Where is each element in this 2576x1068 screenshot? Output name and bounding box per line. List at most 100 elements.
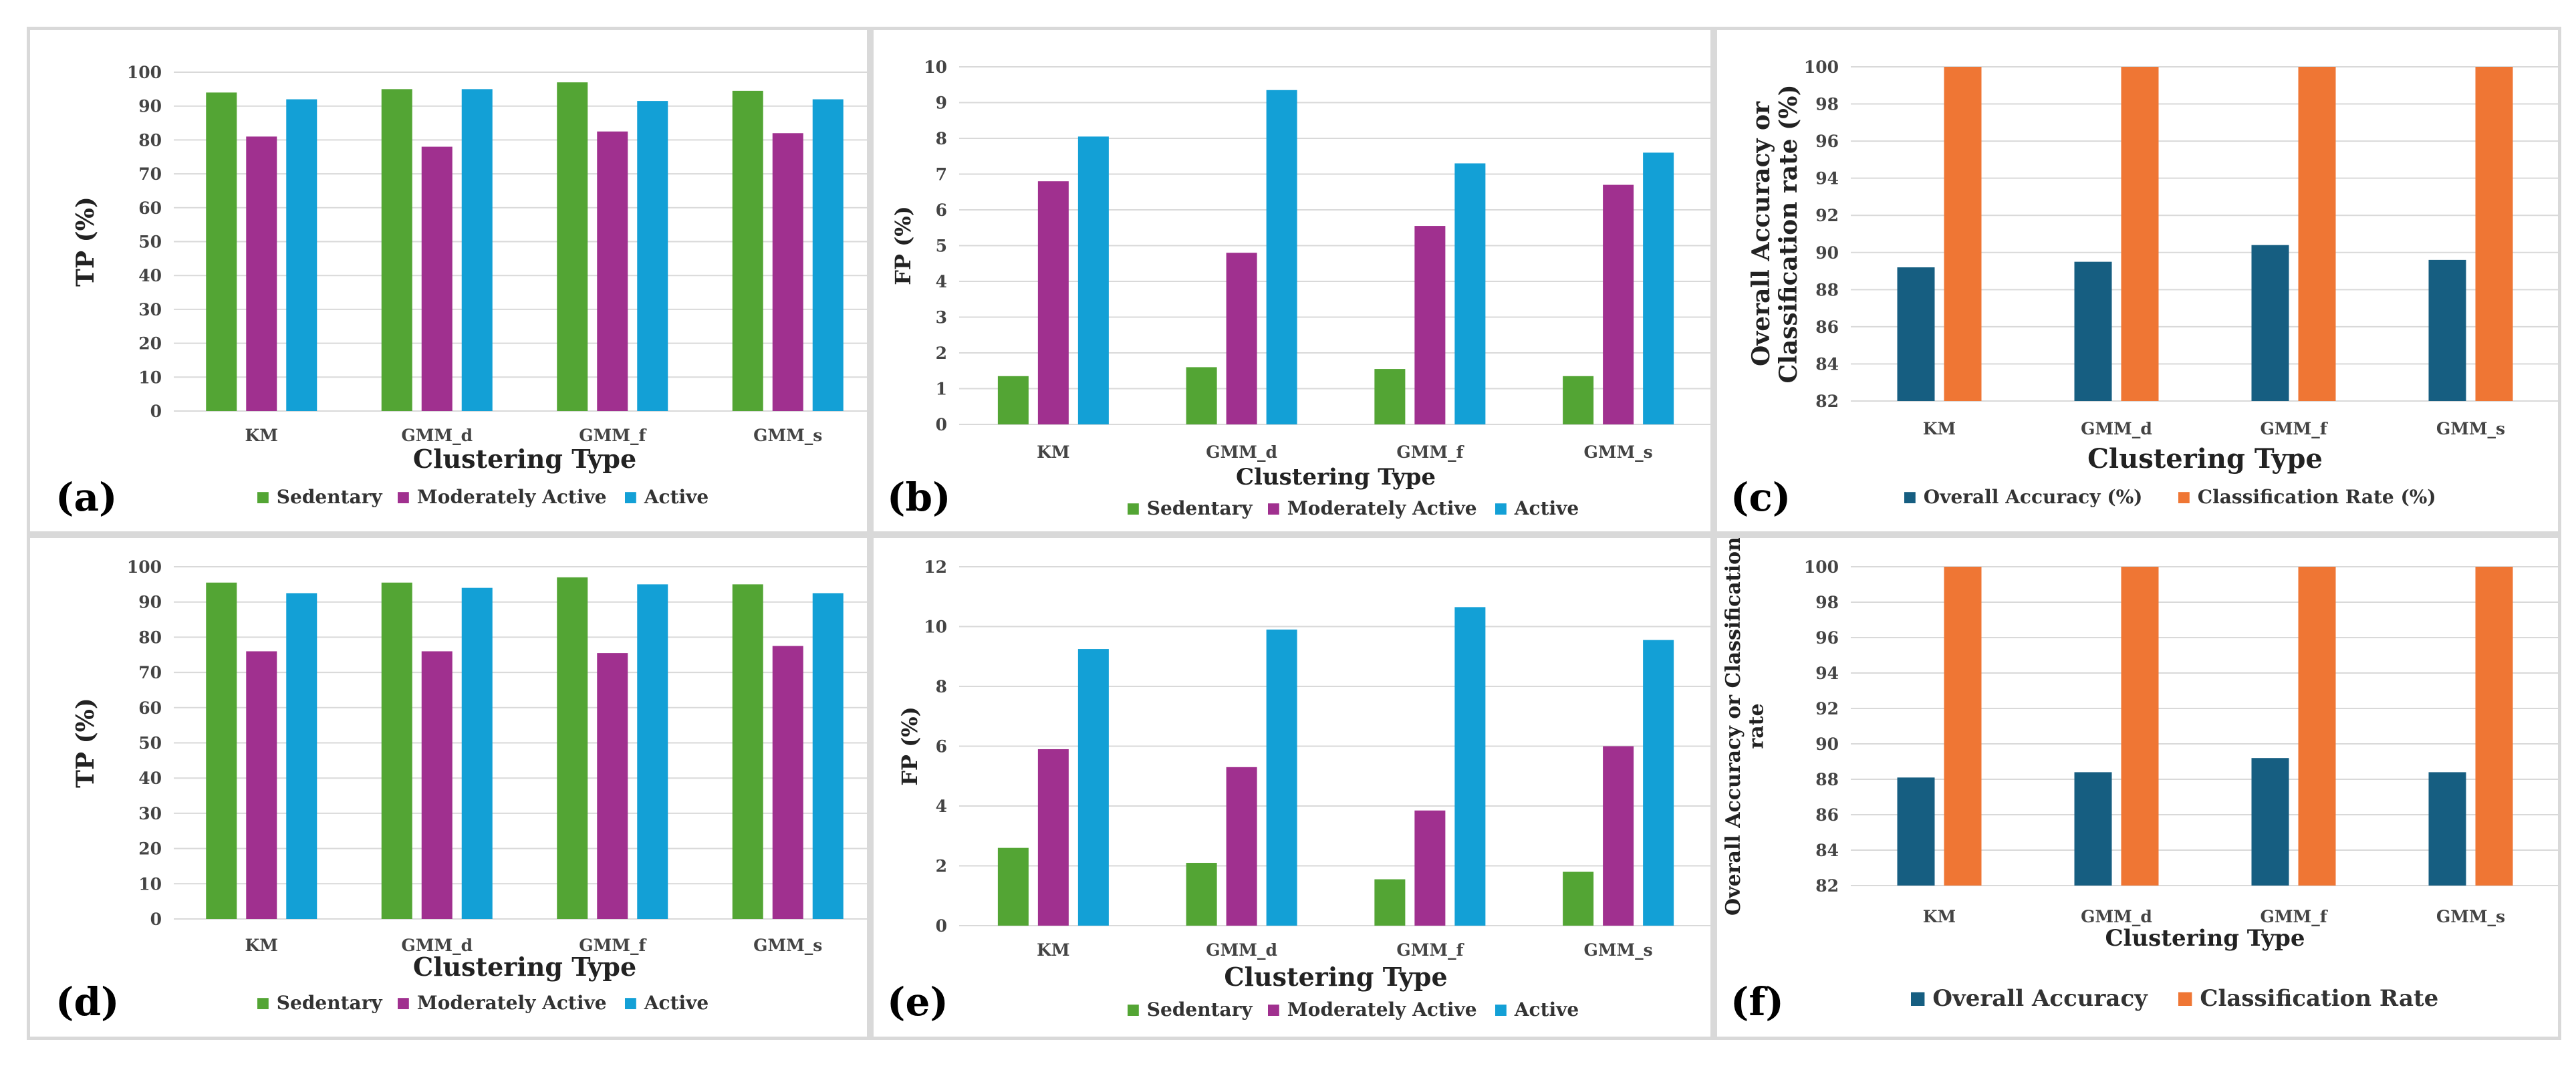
bar (246, 136, 277, 411)
legend-swatch (1128, 1005, 1139, 1016)
y-axis-title: FP (%) (897, 706, 922, 786)
bar (2298, 67, 2336, 401)
y-tick-label: 8 (936, 129, 947, 148)
bar (1186, 367, 1217, 424)
y-tick-label: 40 (138, 769, 162, 788)
y-tick-label: 50 (138, 734, 162, 753)
bar (2298, 567, 2336, 886)
y-tick-label: 84 (1815, 841, 1839, 860)
y-tick-label: 100 (127, 557, 162, 577)
legend-label: Sedentary (277, 992, 383, 1014)
legend-swatch (1495, 1005, 1507, 1016)
x-tick-label: GMM_d (1206, 442, 1277, 462)
bar (1897, 777, 1935, 886)
legend-label: Overall Accuracy (%) (1924, 486, 2143, 508)
chart-d-svg: 0 10 20 30 40 50 60 70 80 90 100 KM GMM_d GMM_f GMM_s C… (72, 557, 867, 1014)
bar (997, 376, 1029, 424)
y-tick-label: 60 (138, 198, 162, 218)
legend-swatch (398, 998, 409, 1009)
y-tick-label: 92 (1815, 206, 1839, 225)
x-tick-label: KM (245, 936, 278, 955)
y-tick-label: 0 (936, 916, 947, 936)
bar (206, 92, 237, 412)
panel-label-f: (f) (1730, 979, 1784, 1025)
bar (997, 847, 1029, 926)
y-tick-label: 70 (138, 663, 162, 682)
legend-swatch (257, 998, 269, 1009)
y-tick-label: 10 (924, 618, 947, 637)
y-tick-label: 12 (924, 557, 947, 577)
x-axis-title: Clustering Type (413, 444, 636, 474)
y-tick-label: 96 (1815, 628, 1839, 648)
y-tick-label: 90 (1815, 735, 1839, 754)
chart-a-svg: 0 10 20 30 40 50 60 70 80 90 100 KM GMM_d GMM_f GMM_s C… (72, 63, 867, 508)
bar (2251, 758, 2289, 886)
y-tick-label: 8 (936, 677, 947, 696)
bar (1643, 640, 1674, 926)
x-tick-label: GMM_d (1206, 940, 1277, 960)
legend-label: Classification Rate (2200, 985, 2438, 1012)
bar (732, 90, 763, 411)
panel-label-a: (a) (55, 475, 118, 520)
legend-swatch (2178, 492, 2190, 503)
bar (1266, 90, 1297, 424)
bar (1563, 376, 1594, 424)
bar (597, 131, 628, 411)
bar (1454, 163, 1486, 424)
x-tick-label: GMM_s (753, 426, 822, 445)
legend-swatch (625, 492, 636, 503)
bar (381, 582, 412, 919)
y-tick-label: 90 (138, 97, 162, 116)
y-tick-label: 30 (138, 300, 162, 319)
y-axis-title: Overall Accuracy or Classificationrate (1722, 538, 1769, 916)
legend-swatch (1495, 503, 1507, 515)
bar (2121, 67, 2159, 401)
y-tick-label: 20 (138, 334, 162, 354)
bar (2251, 245, 2289, 401)
y-tick-label: 88 (1815, 280, 1839, 299)
y-tick-label: 88 (1815, 770, 1839, 789)
y-tick-label: 6 (936, 201, 947, 220)
legend-swatch (398, 492, 409, 503)
x-axis-title: Clustering Type (1236, 464, 1436, 491)
panel-label-e: (e) (887, 979, 948, 1025)
x-tick-label: GMM_s (2436, 419, 2505, 438)
bar (421, 651, 453, 919)
x-tick-label: GMM_f (579, 426, 647, 445)
chart-b-svg: 0 1 2 3 4 5 6 7 8 9 10 KM GMM_d GMM_f GMM_s Clustering … (890, 57, 1710, 519)
bar (2428, 772, 2466, 886)
bar (1414, 226, 1446, 424)
bar (246, 651, 277, 919)
bar (732, 584, 763, 919)
bar (1226, 767, 1257, 926)
x-tick-label: GMM_d (401, 936, 473, 955)
legend-swatch (2178, 992, 2192, 1006)
bar (1944, 67, 1982, 401)
legend-label: Active (1514, 497, 1579, 519)
panel-e: 0 2 4 6 8 10 12 KM GMM_d GMM_f GMM_s Clustering Typ… (870, 535, 1714, 1040)
y-tick-label: 0 (936, 415, 947, 434)
y-tick-label: 84 (1815, 354, 1839, 374)
x-tick-label: GMM_f (1396, 442, 1464, 462)
y-tick-label: 90 (1815, 243, 1839, 263)
y-tick-label: 100 (1804, 557, 1839, 577)
bar (1414, 810, 1446, 926)
legend-label: Active (644, 992, 709, 1014)
bar (206, 582, 237, 919)
y-tick-label: 50 (138, 233, 162, 252)
legend-swatch (1268, 503, 1279, 515)
panel-label-d: (d) (55, 979, 120, 1025)
y-tick-label: 98 (1815, 95, 1839, 114)
x-tick-label: GMM_f (1396, 940, 1464, 960)
bar (1897, 267, 1935, 401)
bar (1077, 136, 1109, 424)
panel-a: 0 10 20 30 40 50 60 70 80 90 100 KM GMM_d GMM_f GMM_s C… (27, 27, 870, 535)
bar (1077, 649, 1109, 926)
bar (1037, 181, 1069, 424)
y-tick-label: 96 (1815, 132, 1839, 151)
bar (286, 99, 317, 411)
bar (2475, 567, 2513, 886)
y-tick-label: 10 (924, 57, 947, 77)
legend-label: Active (1514, 998, 1579, 1021)
